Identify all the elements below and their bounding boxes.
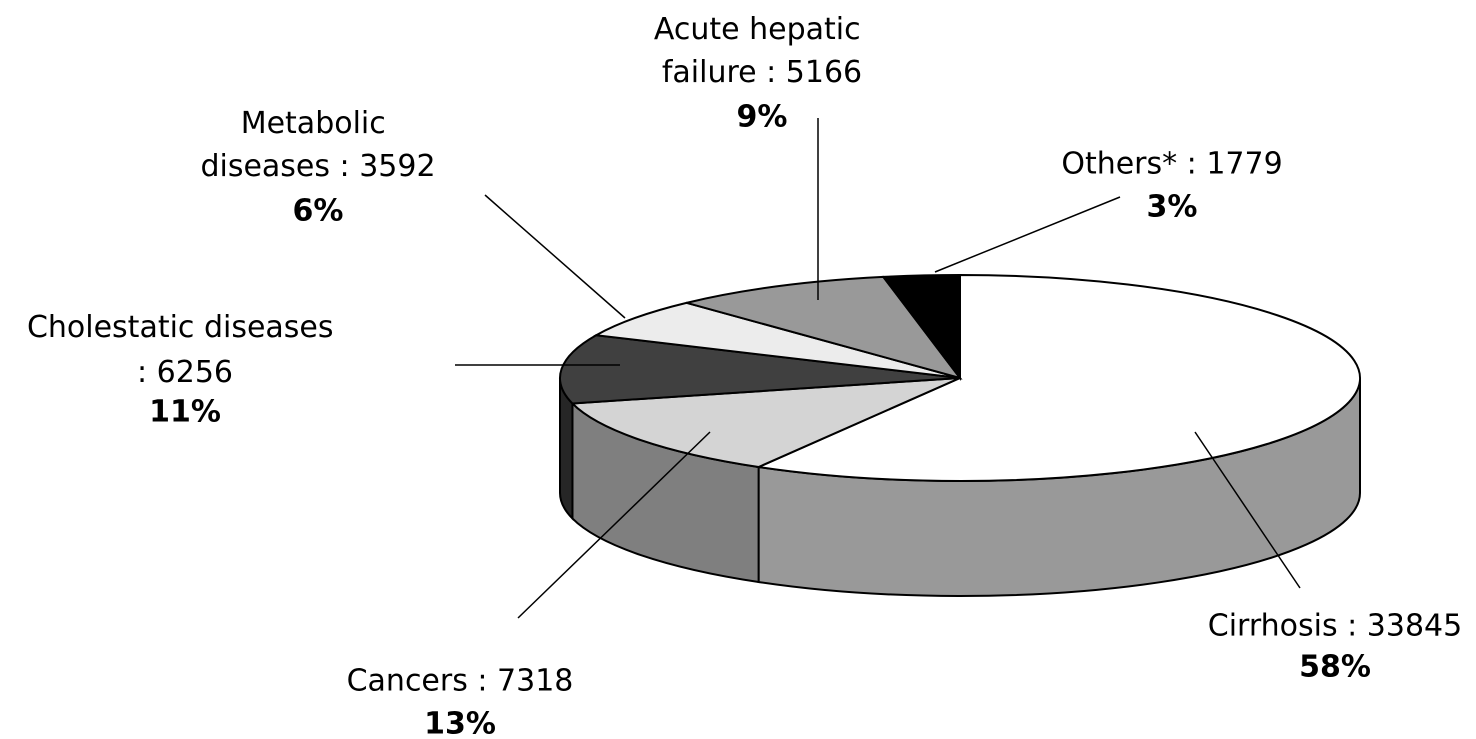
label-line: failure : 5166 [662, 55, 862, 90]
percent-label: 13% [424, 707, 496, 739]
leader-line [1194, 431, 1301, 589]
label-line: Cholestatic diseases [27, 310, 343, 345]
slice-label: Cirrhosis : 33845 [1208, 609, 1462, 644]
label-line: Metabolic [241, 106, 396, 141]
slice-label: Cancers : 7318 [347, 664, 574, 699]
leader-line [517, 431, 711, 619]
slice-label: Others* : 1779 [1061, 147, 1282, 182]
percent-label: 6% [293, 194, 344, 229]
label-line: : 6256 [137, 355, 233, 390]
slice [570, 377, 961, 469]
slice [559, 334, 961, 405]
slice-label: Acute hepatic failure : 5166 [654, 12, 870, 90]
slice [592, 301, 961, 379]
percent-label: 9% [737, 100, 788, 135]
leader-line [484, 194, 626, 319]
label-line: Acute hepatic [654, 12, 870, 47]
percent-label: 3% [1147, 190, 1198, 225]
slice-label: Metabolic diseases : 3592 [200, 106, 435, 184]
slice [755, 273, 1361, 482]
percent-label: 11% [149, 395, 221, 430]
slice-label: Cholestatic diseases : 6256 [27, 310, 343, 390]
leader-line [934, 196, 1121, 273]
slice [686, 275, 963, 380]
label-line: diseases : 3592 [200, 149, 435, 184]
percent-label: 58% [1299, 650, 1371, 685]
slice [881, 273, 961, 381]
